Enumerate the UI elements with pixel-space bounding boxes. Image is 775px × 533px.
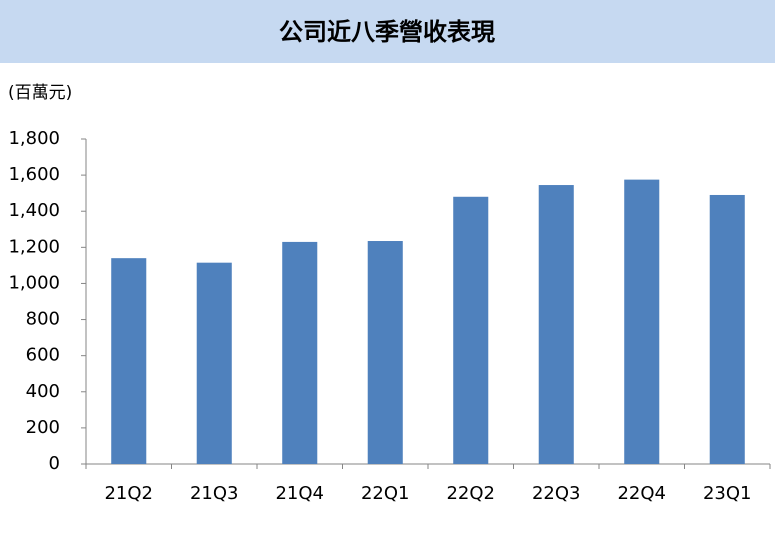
y-tick-label: 400	[26, 381, 60, 402]
y-tick-label: 600	[26, 345, 60, 366]
title-band	[0, 0, 775, 63]
bar	[624, 179, 660, 464]
bar	[196, 262, 232, 464]
bar	[453, 196, 489, 464]
bar	[282, 241, 318, 464]
chart-title: 公司近八季營收表現	[279, 18, 495, 46]
y-tick-label: 800	[26, 309, 60, 330]
bar	[538, 185, 574, 464]
x-tick-label: 23Q1	[703, 483, 752, 504]
x-tick-label: 21Q4	[275, 483, 324, 504]
bar	[367, 241, 403, 464]
y-tick-label: 1,400	[8, 200, 60, 221]
y-tick-label: 1,200	[8, 236, 60, 257]
x-tick-label: 21Q3	[190, 483, 239, 504]
x-tick-label: 22Q3	[532, 483, 581, 504]
x-tick-label: 22Q2	[446, 483, 495, 504]
y-tick-label: 1,000	[8, 272, 60, 293]
x-tick-label: 21Q2	[104, 483, 153, 504]
bar	[709, 194, 745, 464]
y-tick-label: 0	[49, 453, 60, 474]
x-tick-label: 22Q1	[361, 483, 410, 504]
y-tick-label: 200	[26, 417, 60, 438]
bar	[111, 258, 147, 464]
y-tick-label: 1,800	[8, 128, 60, 149]
y-axis-label: (百萬元)	[8, 83, 72, 103]
x-tick-label: 22Q4	[617, 483, 666, 504]
y-tick-label: 1,600	[8, 164, 60, 185]
